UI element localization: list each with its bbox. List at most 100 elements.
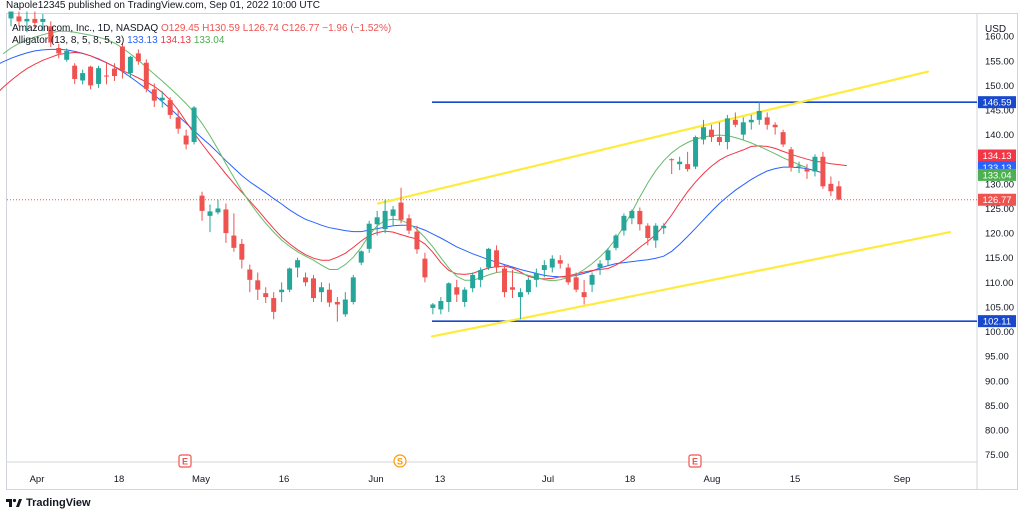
change-value: −1.96 (−1.52%) xyxy=(322,23,392,34)
candle-up-body xyxy=(693,137,699,167)
footer: TradingView xyxy=(6,495,91,511)
event-marker-label: S xyxy=(397,457,403,467)
candle-down-body xyxy=(143,62,149,89)
teeth-value: 134.13 xyxy=(160,35,192,46)
candle-up-body xyxy=(350,277,356,302)
candle-down-body xyxy=(72,65,78,79)
candle-up-body xyxy=(740,122,746,135)
jaw-value: 133.13 xyxy=(127,35,158,46)
candle-up-body xyxy=(478,270,484,280)
candle-down-body xyxy=(828,183,834,192)
indicator-price-tag xyxy=(978,149,1016,162)
y-tick-label: 95.00 xyxy=(985,352,1009,363)
candle-down-body xyxy=(111,68,117,77)
candle-up-body xyxy=(629,210,635,219)
candle-up-body xyxy=(342,299,348,315)
candle-down-body xyxy=(422,258,428,278)
candle-down-body xyxy=(573,277,579,290)
candle-down-body xyxy=(565,267,571,283)
candle-down-body xyxy=(820,156,826,187)
candle-down-body xyxy=(502,268,508,293)
level-price-tag xyxy=(978,96,1016,109)
candle-down-body xyxy=(255,280,261,290)
candle-up-body xyxy=(127,56,133,74)
symbol-legend-row: Amazon.com, Inc., 1D, NASDAQ O129.45 H13… xyxy=(12,23,391,35)
event-marker-label: E xyxy=(692,457,698,467)
candle-up-body xyxy=(159,97,165,101)
high-value: H130.59 xyxy=(202,23,240,34)
event-marker-label: E xyxy=(182,457,188,467)
alligator-label: Alligator (13, 8, 5, 8, 5, 3) xyxy=(12,35,125,46)
candle-up-body xyxy=(549,258,555,268)
candle-up-body xyxy=(462,289,468,302)
candle-down-body xyxy=(119,46,125,71)
open-value: O129.45 xyxy=(160,23,200,34)
alligator-jaw-line xyxy=(0,48,824,278)
candle-down-body xyxy=(398,202,404,220)
y-tick-label: 90.00 xyxy=(985,376,1009,387)
y-tick-label: 80.00 xyxy=(985,426,1009,437)
x-tick-label: Sep xyxy=(894,474,911,485)
candle-down-body xyxy=(414,231,420,250)
y-tick-label: 125.00 xyxy=(985,204,1014,215)
candle-down-body xyxy=(239,243,245,260)
indicator-price-tag xyxy=(978,168,1016,181)
close-value: C126.77 xyxy=(281,23,320,34)
candle-down-body xyxy=(645,225,651,238)
candle-up-body xyxy=(390,209,396,216)
x-tick-label: 13 xyxy=(435,474,446,485)
candle-up-body xyxy=(24,18,30,22)
candle-down-body xyxy=(557,260,563,264)
candle-down-body xyxy=(223,209,229,234)
y-tick-label: 145.00 xyxy=(985,106,1014,117)
candle-down-body xyxy=(454,287,460,295)
candle-down-body xyxy=(406,218,412,231)
candle-up-body xyxy=(40,18,46,22)
candle-down-body xyxy=(669,159,675,161)
axis-currency-label: USD xyxy=(985,24,1006,35)
candle-down-body xyxy=(303,277,309,283)
candle-up-body xyxy=(661,225,667,229)
candle-down-body xyxy=(685,164,691,170)
indicator-price-tag xyxy=(978,193,1016,206)
candle-up-body xyxy=(279,289,285,293)
candle-down-body xyxy=(509,287,515,290)
candle-down-body xyxy=(732,119,738,125)
candle-up-body xyxy=(589,274,595,285)
indicator-price-tag-text: 126.77 xyxy=(982,195,1011,206)
x-tick-label: 18 xyxy=(625,474,636,485)
candle-up-body xyxy=(318,287,324,293)
x-tick-label: 18 xyxy=(114,474,125,485)
candle-up-body xyxy=(374,217,380,225)
level-price-tag-text: 146.59 xyxy=(982,98,1011,109)
x-tick-label: 16 xyxy=(279,474,290,485)
x-tick-label: Jun xyxy=(368,474,383,485)
candle-down-body xyxy=(104,75,110,77)
candle-up-body xyxy=(8,11,14,19)
candle-down-body xyxy=(772,124,778,128)
y-tick-label: 155.00 xyxy=(985,56,1014,67)
candle-up-body xyxy=(358,251,364,263)
candle-up-body xyxy=(191,107,197,142)
candle-down-body xyxy=(151,89,157,101)
candle-down-body xyxy=(32,18,38,23)
candle-down-body xyxy=(48,26,54,43)
candle-down-body xyxy=(494,250,500,268)
candle-down-body xyxy=(716,137,722,142)
indicator-price-tag-text: 134.13 xyxy=(982,151,1011,162)
candle-up-body xyxy=(748,119,754,123)
candle-down-body xyxy=(135,53,141,62)
y-tick-label: 120.00 xyxy=(985,229,1014,240)
candle-down-body xyxy=(271,298,277,312)
candle-up-body xyxy=(621,215,627,231)
candle-down-body xyxy=(16,16,22,22)
candle-down-body xyxy=(637,210,643,225)
tradingview-logo-icon xyxy=(6,498,22,507)
candle-up-body xyxy=(812,156,818,172)
candle-up-body xyxy=(613,235,619,248)
candle-down-body xyxy=(231,235,237,248)
candle-down-body xyxy=(199,195,205,211)
channel-lower-line xyxy=(430,230,952,338)
indicator-price-tag-text: 133.13 xyxy=(982,163,1011,174)
